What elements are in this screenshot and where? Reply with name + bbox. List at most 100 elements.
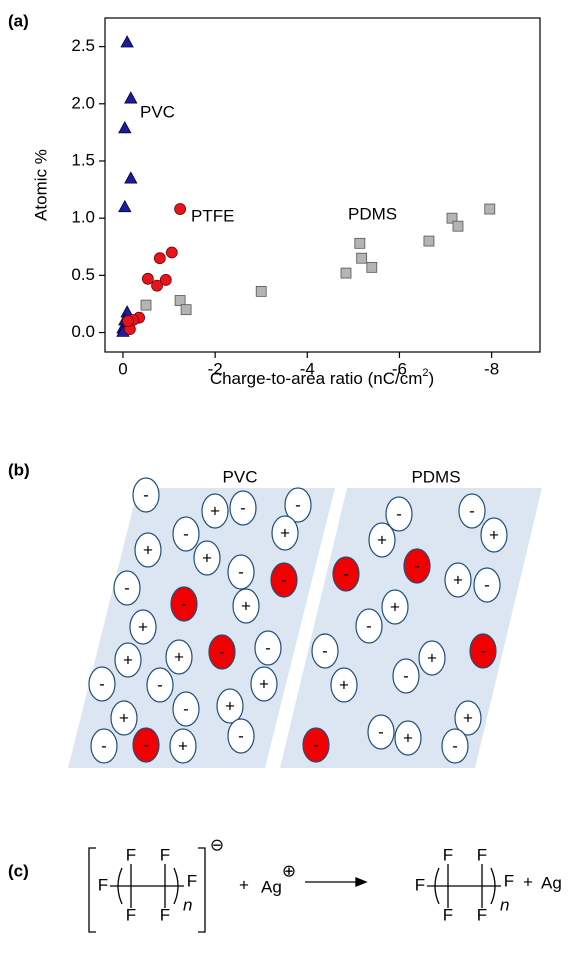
charge-sign: - [396,504,402,523]
charge-sign: + [403,728,413,747]
fixed-charge [469,633,497,669]
bond [427,864,501,908]
charge-sign: - [469,501,475,520]
panel-label: (b) [8,460,30,479]
x-tick-label: -2 [208,359,223,378]
ion: Ag [261,877,282,896]
charge-sign: + [174,647,184,666]
charge-sign: + [202,548,212,567]
mobile-charge [480,517,508,553]
fixed-charge [132,727,160,763]
charge-sign: - [124,578,130,597]
point [124,91,138,104]
series-label: PVC [140,102,175,121]
x-axis-label: Charge-to-area ratio (nC/cm2) [210,367,434,389]
charge-sign: + [178,736,188,755]
point [124,171,138,184]
mobile-charge [90,728,118,764]
atom: F [415,875,425,894]
atom: F [443,905,453,924]
charge-sign: - [101,736,107,755]
mobile-charge [441,728,469,764]
mobile-charge [392,658,420,694]
mobile-charge [271,515,299,551]
charge-sign: + [390,597,400,616]
mobile-charge [232,588,260,624]
bracket [88,847,206,933]
charge-sign: - [238,726,244,745]
charge-sign: + [453,570,463,589]
x-axis-label-end: ) [429,369,435,388]
point [151,279,163,292]
mobile-charge [284,487,312,523]
charge-sign: - [183,524,189,543]
point [122,315,134,328]
mobile-charge [368,522,396,558]
arrow [305,877,368,887]
charge-sign: + [463,708,473,727]
point [354,237,366,249]
panel-label: (a) [8,11,29,30]
fixed-charge [208,634,236,670]
plot: 0 -2 -4 -6 -8 0.0 0.5 1.0 1.5 2.0 2.5 PVC PTFE PDMS [71,35,499,378]
charge-sign: + [427,648,437,667]
charge-sign: - [484,575,490,594]
x-tick-label: -6 [392,359,407,378]
y-tick-label: 1.0 [71,208,95,227]
charge-sign: + [119,708,129,727]
charge-sign: + [280,523,290,542]
charge-sign: - [378,722,384,741]
charge: ⊖ [210,835,224,854]
charge-sign: - [414,556,420,575]
fixed-charge [170,586,198,622]
mobile-charge [254,630,282,666]
fixed-charge [403,548,431,584]
y-tick-label: 2.0 [71,93,95,112]
mobile-charge [172,516,200,552]
point [366,261,378,273]
charge-sign: - [366,616,372,635]
mobile-charge [385,496,413,532]
diagram: PVC-+ - -- ++ +- --- ++- -++- - +- ++-- - +PDMS- -++-… [88,467,508,764]
charge-sign: - [403,666,409,685]
charge-sign: - [157,675,163,694]
mobile-charge [311,633,339,669]
paren [117,867,179,905]
charge-sign: + [241,596,251,615]
mobile-charge [227,718,255,754]
y-tick-label: 2.5 [71,36,95,55]
point [118,120,132,134]
atom: F [126,905,136,924]
atom: F [160,845,170,864]
x-tick-label: 0 [118,359,127,378]
metal: Ag [541,873,562,892]
mobile-charge [193,540,221,576]
atom: F [187,871,197,890]
mobile-charge [132,477,160,513]
mobile-charge [169,728,197,764]
bond [110,864,184,908]
mobile-charge [454,700,482,736]
charge-sign: - [281,570,287,589]
mobile-charge [129,609,157,645]
charge-sign: + [225,696,235,715]
charge-sign: + [339,675,349,694]
atom: F [98,875,108,894]
mobile-charge [227,554,255,590]
atom: F [477,845,487,864]
charge-sign: - [322,641,328,660]
mobile-charge [134,532,162,568]
charge-sign: + [210,501,220,520]
charge-sign: - [143,485,149,504]
charge-sign: - [240,498,246,517]
charge-sign: - [238,562,244,581]
series-label: PDMS [348,204,397,223]
mobile-charge [113,570,141,606]
series-label: PTFE [191,206,234,225]
y-tick-label: 0.0 [71,322,95,341]
charge-sign: - [313,735,319,754]
point [153,252,166,265]
charge-sign: - [143,735,149,754]
repeat-index: n [183,895,192,914]
